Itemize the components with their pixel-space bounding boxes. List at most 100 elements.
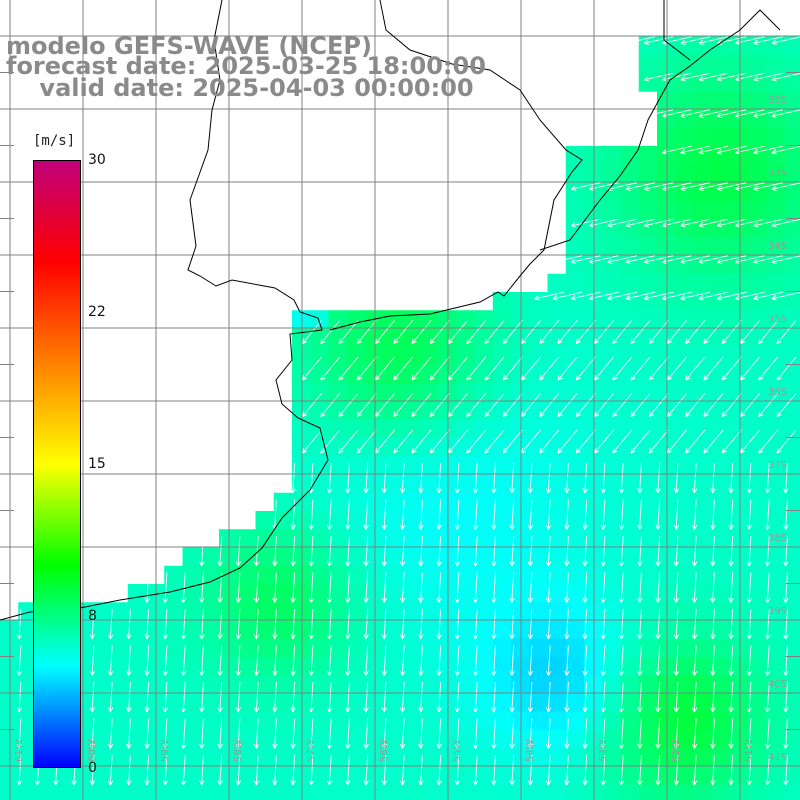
wind-cell <box>328 602 348 621</box>
wind-arrow <box>363 718 369 749</box>
wind-cell <box>529 529 548 548</box>
wind-cell <box>273 492 293 512</box>
wind-cell <box>657 164 676 183</box>
wind-arrow <box>235 681 241 713</box>
wind-arrow <box>716 109 747 118</box>
wind-cell <box>18 602 37 621</box>
wind-cell <box>565 456 585 475</box>
wind-cell <box>730 766 749 786</box>
wind-cell <box>711 602 731 621</box>
wind-cell <box>766 693 786 713</box>
wind-cell <box>766 584 786 603</box>
wind-arrow <box>356 356 377 381</box>
wind-cell <box>565 200 585 220</box>
wind-arrow <box>618 608 625 640</box>
wind-arrow <box>235 754 241 786</box>
wind-cell <box>365 565 384 585</box>
wind-cell <box>292 711 311 731</box>
wind-arrow <box>630 356 651 381</box>
wind-cell <box>401 529 421 548</box>
wind-arrow <box>582 535 588 567</box>
wind-cell <box>657 401 676 421</box>
wind-cell <box>492 675 512 694</box>
wind-cell <box>401 365 421 384</box>
wind-arrow <box>381 608 387 640</box>
wind-cell <box>292 766 311 786</box>
wind-cell <box>638 638 658 658</box>
wind-cell <box>638 328 658 348</box>
wind-cell <box>492 419 512 439</box>
wind-cell <box>584 565 603 585</box>
wind-arrow <box>447 393 468 418</box>
wind-cell <box>675 310 694 329</box>
wind-cell <box>310 766 329 786</box>
latitude-label: 37S <box>768 460 788 471</box>
wind-cell <box>730 730 749 749</box>
wind-arrow <box>393 356 414 381</box>
wind-cell <box>511 784 530 800</box>
wind-arrow <box>491 718 497 749</box>
wind-cell <box>492 292 512 311</box>
wind-cell <box>529 492 548 512</box>
wind-cell <box>492 456 512 475</box>
wind-arrow <box>199 718 205 749</box>
wind-cell <box>255 565 275 585</box>
wind-cell <box>565 529 585 548</box>
wind-cell <box>693 638 713 658</box>
wind-cell <box>711 310 731 329</box>
wind-cell <box>346 529 366 548</box>
wind-arrow <box>557 429 578 454</box>
wind-cell <box>456 401 475 421</box>
wind-cell <box>438 474 457 494</box>
wind-cell <box>383 565 402 585</box>
wind-arrow <box>374 429 395 454</box>
wind-cell <box>730 419 749 439</box>
wind-cell <box>511 511 530 530</box>
wind-arrow <box>600 718 606 749</box>
wind-cell <box>401 748 421 767</box>
wind-arrow <box>728 499 734 530</box>
wind-cell <box>255 511 275 530</box>
wind-cell <box>784 182 800 202</box>
wind-arrow <box>363 462 369 494</box>
wind-arrow <box>703 356 724 381</box>
wind-arrow <box>618 499 625 530</box>
wind-cell <box>401 675 421 694</box>
wind-cell <box>401 438 421 457</box>
wind-cell <box>675 474 694 494</box>
wind-cell <box>310 383 329 402</box>
wind-arrow <box>618 462 625 494</box>
wind-cell <box>292 565 311 585</box>
wind-cell <box>638 54 658 74</box>
wind-cell <box>273 730 293 749</box>
wind-cell <box>273 584 293 603</box>
wind-cell <box>492 748 512 767</box>
wind-cell <box>511 328 530 348</box>
longitude-label: 58W <box>233 739 244 762</box>
wind-cell <box>255 711 275 731</box>
wind-cell <box>748 529 767 548</box>
wind-arrow <box>253 718 260 749</box>
wind-cell <box>748 584 767 603</box>
wind-arrow <box>472 535 479 567</box>
wind-cell <box>511 711 530 731</box>
wind-cell <box>584 693 603 713</box>
wind-arrow <box>771 109 800 118</box>
wind-cell <box>584 511 603 530</box>
wind-cell <box>54 784 74 800</box>
wind-arrow <box>618 535 625 567</box>
wind-cell <box>200 547 220 567</box>
wind-cell <box>164 602 183 621</box>
wind-cell <box>730 748 749 767</box>
wind-cell <box>365 365 384 384</box>
wind-cell <box>784 511 800 530</box>
wind-cell <box>620 164 640 183</box>
wind-cell <box>693 565 713 585</box>
wind-cell <box>365 657 384 676</box>
wind-cell <box>328 711 348 731</box>
wind-cell <box>511 401 530 421</box>
wind-cell <box>310 602 329 621</box>
wind-arrow <box>630 320 651 345</box>
wind-cell <box>784 657 800 676</box>
wind-cell <box>310 565 329 585</box>
